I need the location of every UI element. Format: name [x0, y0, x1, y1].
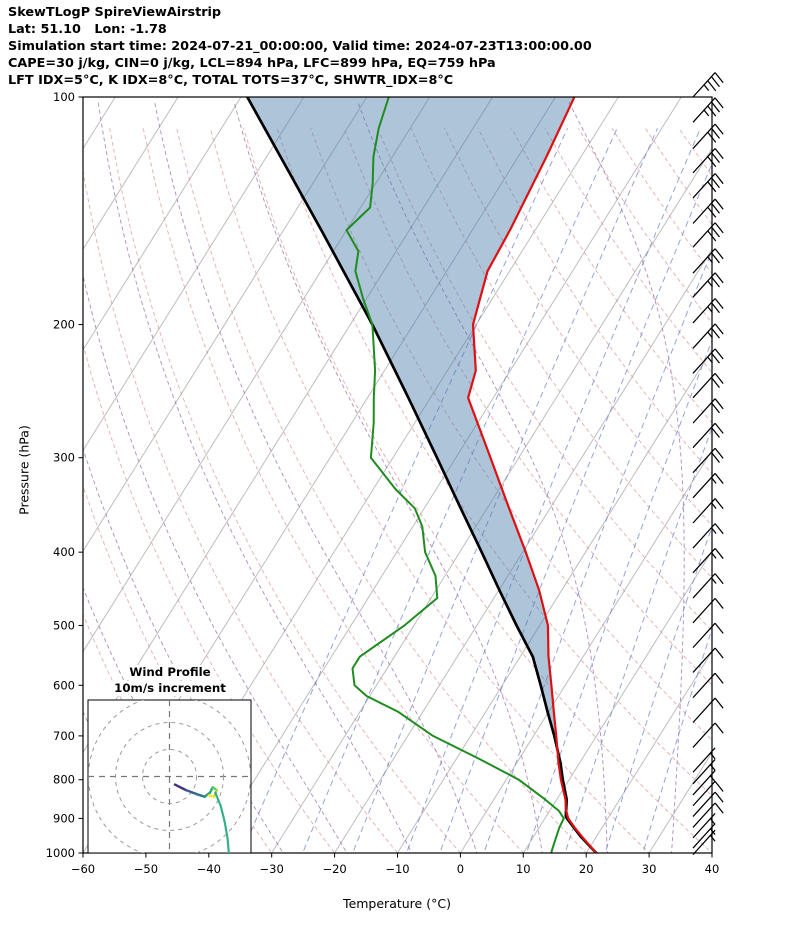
hodograph-ring — [142, 749, 197, 804]
y-tick-label: 800 — [53, 773, 75, 787]
y-tick-label: 500 — [53, 618, 75, 632]
wind-barb — [692, 422, 724, 449]
wind-barb — [692, 72, 724, 98]
x-tick-label: −40 — [197, 862, 221, 876]
header-block: SkewTLogP SpireViewAirstrip Lat: 51.10 L… — [8, 4, 592, 89]
hodograph-ring — [88, 700, 251, 853]
wind-barb — [692, 747, 716, 773]
y-axis-label: Pressure (hPa) — [16, 425, 32, 515]
x-tick-label: −10 — [385, 862, 409, 876]
hodograph-ring — [115, 722, 224, 831]
simulation-time-line: Simulation start time: 2024-07-21_00:00:… — [8, 39, 592, 54]
y-tick-label: 700 — [53, 729, 75, 743]
y-tick-label: 600 — [53, 678, 75, 692]
wind-barb — [692, 791, 724, 817]
wind-barb — [692, 373, 724, 399]
wind-barb — [692, 498, 724, 524]
wind-barb — [692, 770, 716, 796]
y-tick-label: 300 — [53, 451, 75, 465]
wind-barb — [692, 722, 724, 748]
wind-barb — [692, 597, 724, 624]
wind-barb — [692, 248, 724, 274]
temperature-curve — [467, 97, 598, 853]
wind-barb — [692, 622, 724, 649]
wind-barb — [692, 697, 724, 723]
wind-barb — [692, 823, 716, 849]
wind-barb — [692, 829, 716, 856]
hodograph-subtitle: 10m/s increment — [111, 681, 229, 696]
x-tick-label: −60 — [71, 862, 95, 876]
x-tick-label: −20 — [322, 862, 346, 876]
x-tick-label: 40 — [705, 862, 720, 876]
x-tick-label: 20 — [579, 862, 594, 876]
dewpoint-curve — [345, 97, 565, 853]
wind-barb — [692, 573, 724, 599]
wind-barb — [692, 472, 724, 499]
x-tick-label: −50 — [134, 862, 158, 876]
wind-barb — [692, 813, 716, 839]
y-tick-label: 400 — [53, 545, 75, 559]
wind-barb — [692, 173, 724, 199]
y-tick-label: 100 — [53, 90, 75, 104]
hodograph-title: Wind Profile — [126, 665, 214, 680]
y-tick-label: 1000 — [46, 846, 75, 860]
wind-barb — [692, 272, 724, 298]
wind-barbs — [692, 72, 724, 856]
lat-lon-line: Lat: 51.10 Lon: -1.78 — [8, 22, 167, 37]
wind-barb — [692, 97, 724, 123]
x-tick-label: 0 — [457, 862, 464, 876]
wind-barb — [692, 447, 724, 474]
wind-barb — [692, 298, 724, 324]
hodograph-inset — [87, 699, 252, 854]
wind-barb — [692, 523, 724, 549]
wind-barb — [692, 222, 724, 248]
y-tick-label: 200 — [53, 318, 75, 332]
wind-barb — [692, 802, 724, 828]
wind-barb — [692, 758, 716, 785]
wind-barb — [692, 123, 724, 149]
x-axis-label: Temperature (°C) — [343, 896, 451, 911]
x-tick-label: 10 — [516, 862, 531, 876]
stability-indices-line: LFT IDX=5°C, K IDX=8°C, TOTAL TOTS=37°C,… — [8, 73, 454, 88]
wind-barb — [692, 148, 724, 174]
profile-curves — [245, 97, 599, 853]
x-tick-label: 30 — [642, 862, 657, 876]
wind-barb — [692, 547, 724, 574]
wind-barb — [692, 198, 724, 224]
y-tick-label: 900 — [53, 811, 75, 825]
cape-indices-line: CAPE=30 j/kg, CIN=0 j/kg, LCL=894 hPa, L… — [8, 56, 496, 71]
cape-shading — [247, 97, 575, 763]
hodograph-surface-trace — [214, 791, 230, 853]
plot-title: SkewTLogP SpireViewAirstrip — [8, 5, 222, 20]
wind-barb — [692, 348, 724, 374]
wind-barb — [692, 780, 724, 807]
wind-barb — [692, 398, 724, 424]
wind-barb — [692, 323, 724, 349]
wind-barb — [692, 672, 724, 699]
x-tick-label: −30 — [260, 862, 284, 876]
wind-barb — [692, 647, 724, 673]
